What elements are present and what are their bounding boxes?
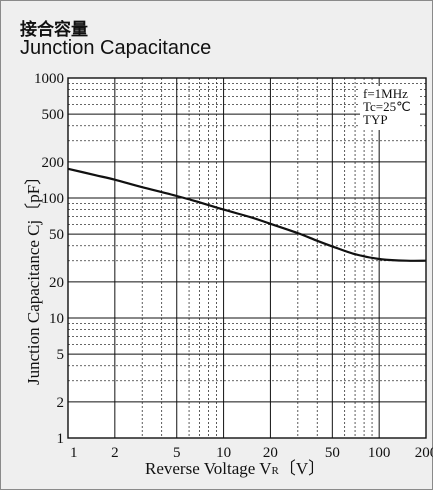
plot-frame xyxy=(67,77,427,439)
annotation-box xyxy=(360,86,420,130)
annotation-frequency: f=1MHz xyxy=(363,86,408,101)
x-tick-label: 5 xyxy=(173,445,181,461)
x-tick-label: 20 xyxy=(263,445,278,461)
annotation-typical: TYP xyxy=(363,112,388,127)
capacitance-curve xyxy=(67,167,427,262)
y-tick-label: 500 xyxy=(42,107,65,123)
x-axis-label-unit: 〔V〕 xyxy=(279,459,325,478)
x-axis-label: Reverse Voltage VR〔V〕 xyxy=(145,459,325,478)
plot-area xyxy=(68,78,426,438)
y-tick-labels: 1 2 5 10 20 50 100 200 500 1000 xyxy=(34,71,64,447)
x-tick-label: 1 xyxy=(70,445,78,461)
x-axis-label-main: Reverse Voltage V xyxy=(145,459,272,478)
y-tick-label: 20 xyxy=(49,275,64,291)
y-tick-label: 50 xyxy=(49,227,64,243)
x-tick-label: 50 xyxy=(325,445,340,461)
x-tick-label: 100 xyxy=(368,445,391,461)
x-tick-label: 200 xyxy=(415,445,433,461)
curve-layer xyxy=(67,167,427,262)
x-axis-label-subscript: R xyxy=(272,465,280,477)
y-axis-label: Junction Capacitance Cj〔pF〕 xyxy=(24,168,43,385)
y-tick-label: 5 xyxy=(57,347,65,363)
y-tick-label: 10 xyxy=(49,311,64,327)
x-tick-label: 2 xyxy=(111,445,119,461)
y-tick-label: 100 xyxy=(42,191,65,207)
chart-title-english: Junction Capacitance xyxy=(20,37,212,59)
y-tick-label: 1000 xyxy=(34,71,64,87)
y-tick-label: 200 xyxy=(42,155,65,171)
x-tick-labels: 1 2 5 10 20 50 100 200 xyxy=(70,445,433,461)
y-tick-label: 2 xyxy=(57,395,65,411)
chart-title-japanese: 接合容量 xyxy=(20,20,88,40)
annotation-temperature: Tc=25℃ xyxy=(363,99,411,114)
y-tick-label: 1 xyxy=(57,431,65,447)
x-tick-label: 10 xyxy=(216,445,231,461)
